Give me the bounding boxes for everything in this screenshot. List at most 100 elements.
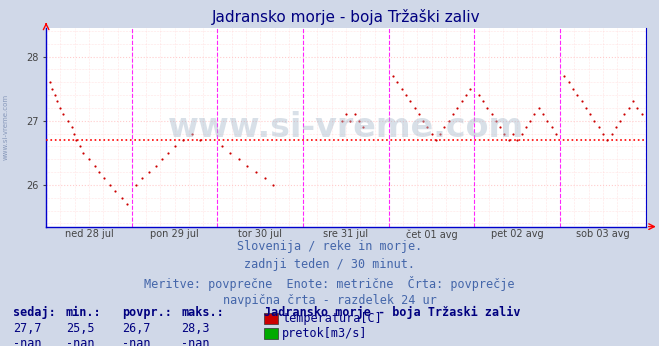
Point: [413, 111, 424, 117]
Text: www.si-vreme.com: www.si-vreme.com: [3, 94, 9, 160]
Point: [109, 189, 120, 194]
Point: [47, 86, 57, 91]
Point: [216, 144, 227, 149]
Point: [186, 131, 197, 136]
Point: [495, 125, 505, 130]
Point: [336, 118, 347, 124]
Point: [84, 156, 94, 162]
Point: [636, 111, 646, 117]
Point: [610, 125, 621, 130]
Point: [615, 118, 625, 124]
Point: [461, 92, 471, 98]
Text: Jadransko morje - boja Tržaski zaliv: Jadransko morje - boja Tržaski zaliv: [264, 306, 520, 319]
Point: [195, 137, 206, 143]
Point: [430, 137, 441, 143]
Point: [69, 131, 79, 136]
Text: 25,5: 25,5: [66, 322, 94, 336]
Point: [409, 105, 420, 111]
Point: [169, 144, 180, 149]
Point: [585, 111, 595, 117]
Point: [563, 80, 574, 85]
Point: [71, 137, 82, 143]
Point: [58, 111, 69, 117]
Point: [268, 182, 278, 188]
Point: [418, 118, 428, 124]
Point: [233, 156, 244, 162]
Point: [150, 163, 161, 169]
Point: [422, 125, 432, 130]
Point: [49, 92, 60, 98]
Point: [486, 111, 497, 117]
Text: sedaj:: sedaj:: [13, 306, 56, 319]
Text: Slovenija / reke in morje.: Slovenija / reke in morje.: [237, 240, 422, 254]
Point: [602, 137, 612, 143]
Point: [568, 86, 579, 91]
Point: [163, 150, 173, 156]
Text: maks.:: maks.:: [181, 306, 224, 319]
Point: [387, 73, 398, 79]
Point: [439, 125, 449, 130]
Text: povpr.:: povpr.:: [122, 306, 172, 319]
Point: [490, 118, 501, 124]
Point: [632, 105, 643, 111]
Point: [589, 118, 600, 124]
Point: [116, 195, 127, 201]
Point: [521, 125, 531, 130]
Point: [546, 125, 557, 130]
Text: -nan: -nan: [122, 337, 150, 346]
Text: zadnji teden / 30 minut.: zadnji teden / 30 minut.: [244, 258, 415, 272]
Point: [542, 118, 552, 124]
Text: -nan: -nan: [13, 337, 42, 346]
Point: [401, 92, 411, 98]
Point: [137, 176, 148, 181]
Point: [75, 144, 86, 149]
Point: [259, 176, 270, 181]
Point: [499, 131, 509, 136]
Point: [435, 131, 445, 136]
Point: [105, 182, 116, 188]
Text: -nan: -nan: [181, 337, 210, 346]
Point: [130, 182, 141, 188]
Point: [478, 99, 488, 104]
Text: www.si-vreme.com: www.si-vreme.com: [168, 111, 524, 144]
Point: [529, 111, 540, 117]
Point: [353, 118, 364, 124]
Point: [250, 169, 261, 175]
Point: [482, 105, 492, 111]
Point: [606, 131, 617, 136]
Text: temperatura[C]: temperatura[C]: [282, 312, 382, 325]
Point: [534, 105, 544, 111]
Point: [144, 169, 154, 175]
Point: [94, 169, 105, 175]
Point: [426, 131, 437, 136]
Point: [44, 80, 55, 85]
Point: [525, 118, 535, 124]
Point: [572, 92, 583, 98]
Point: [67, 125, 77, 130]
Point: [456, 99, 467, 104]
Title: Jadransko morje - boja Tržaški zaliv: Jadransko morje - boja Tržaški zaliv: [212, 9, 480, 25]
Point: [396, 86, 407, 91]
Point: [52, 99, 63, 104]
Point: [507, 131, 518, 136]
Point: [62, 118, 73, 124]
Text: 27,7: 27,7: [13, 322, 42, 336]
Point: [619, 111, 629, 117]
Point: [242, 163, 252, 169]
Point: [517, 131, 527, 136]
Point: [559, 73, 569, 79]
Text: pretok[m3/s]: pretok[m3/s]: [282, 327, 368, 340]
Text: min.:: min.:: [66, 306, 101, 319]
Text: -nan: -nan: [66, 337, 94, 346]
Point: [627, 99, 638, 104]
Point: [512, 137, 523, 143]
Point: [99, 176, 109, 181]
Point: [538, 111, 548, 117]
Point: [345, 118, 355, 124]
Point: [225, 150, 235, 156]
Point: [581, 105, 591, 111]
Point: [178, 137, 188, 143]
Point: [452, 105, 463, 111]
Text: navpična črta - razdelek 24 ur: navpična črta - razdelek 24 ur: [223, 294, 436, 308]
Point: [473, 92, 484, 98]
